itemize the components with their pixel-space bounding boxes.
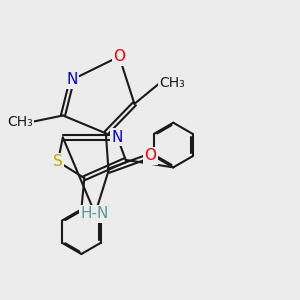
Text: CH₃: CH₃ — [159, 76, 185, 90]
Text: O: O — [113, 49, 125, 64]
Text: N: N — [66, 72, 78, 87]
Text: H-N: H-N — [81, 206, 109, 221]
Text: O: O — [145, 148, 157, 163]
Text: N: N — [112, 130, 123, 145]
Text: CH₃: CH₃ — [7, 115, 33, 129]
Text: S: S — [53, 154, 63, 169]
